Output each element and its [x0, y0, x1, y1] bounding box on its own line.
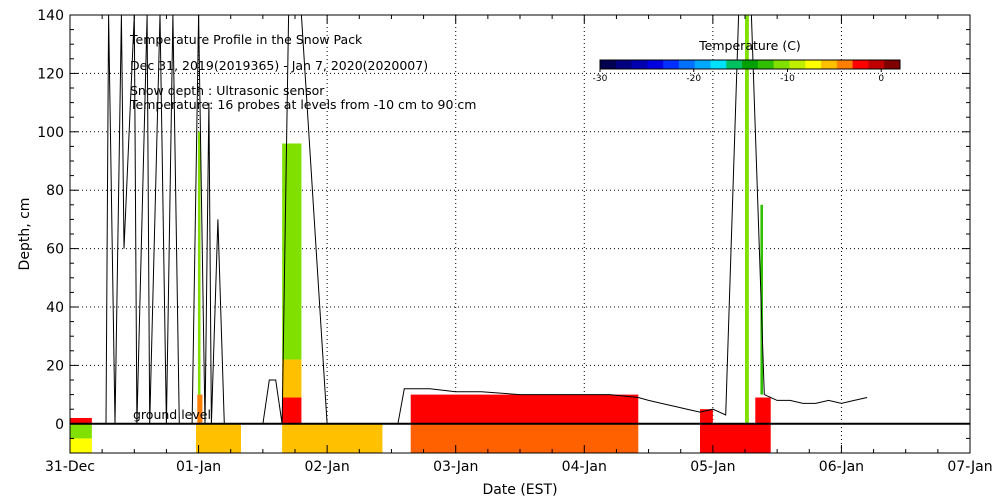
temperature-cell: [755, 397, 771, 424]
temperature-cell: [70, 423, 92, 439]
y-tick-label: 60: [46, 242, 64, 258]
temperature-cell: [700, 423, 771, 453]
colorbar-segment: [789, 60, 806, 69]
colorbar-segment: [836, 60, 854, 69]
y-tick-label: 80: [46, 183, 64, 199]
x-tick-label: 02-Jan: [305, 459, 350, 475]
temperature-cell: [282, 143, 302, 360]
colorbar-segment: [726, 60, 743, 69]
colorbar-segment: [821, 60, 838, 69]
annotation-temperature: Temperature: 16 probes at levels from -1…: [129, 97, 476, 112]
colorbar-tick-label: -20: [686, 74, 701, 84]
colorbar-tick-label: -30: [593, 74, 608, 84]
colorbar-tick-label: -10: [780, 74, 795, 84]
colorbar-segment: [884, 60, 901, 69]
colorbar-title: Temperature (C): [698, 38, 801, 53]
temperature-cell: [70, 438, 92, 453]
ground-level-label: ground level: [133, 407, 211, 422]
temperature-cell: [282, 397, 302, 424]
colorbar-segment: [773, 60, 790, 69]
temperature-cell: [700, 409, 713, 424]
colorbar-segment: [694, 60, 712, 69]
temperature-cell: [196, 423, 241, 453]
y-axis-label: Depth, cm: [17, 198, 33, 271]
x-tick-label: 04-Jan: [562, 459, 607, 475]
colorbar-segment: [868, 60, 885, 69]
colorbar-segment: [742, 60, 759, 69]
colorbar-segment: [805, 60, 822, 69]
temperature-cell: [197, 131, 201, 395]
colorbar-segment: [631, 60, 648, 69]
annotation-snow-depth: Snow depth : Ultrasonic sensor: [130, 83, 325, 98]
colorbar-segment: [852, 60, 869, 69]
colorbar-tick-label: 0: [878, 74, 884, 84]
temperature-cell: [410, 394, 639, 424]
x-tick-label: 07-Jan: [947, 459, 992, 475]
x-tick-label: 05-Jan: [690, 459, 735, 475]
x-tick-label: 31-Dec: [45, 459, 95, 475]
colorbar-frame: [599, 59, 901, 70]
colorbar-segment: [663, 60, 680, 69]
temperature-blocks: [70, 15, 771, 453]
chart-title: Temperature Profile in the Snow Pack: [129, 32, 363, 47]
temperature-cell: [197, 394, 203, 424]
chart-subtitle: Dec 31, 2019(2019365) - Jan 7, 2020(2020…: [130, 58, 428, 73]
y-tick-label: 20: [46, 358, 64, 374]
y-tick-label: 100: [37, 125, 64, 141]
snow-depth-series: [70, 14, 868, 425]
colorbar: -30 -20 -10 0: [593, 59, 901, 84]
x-tick-label: 01-Jan: [176, 459, 221, 475]
axis-ticks: 31-Dec 01-Jan 02-Jan 03-Jan 04-Jan 05-Jan 06-J…: [37, 8, 992, 475]
temperature-cell: [760, 204, 763, 395]
colorbar-segment: [678, 60, 696, 69]
colorbar-segment: [757, 60, 775, 69]
temperature-cell: [745, 15, 749, 424]
temperature-cell: [70, 417, 92, 424]
y-tick-label: 120: [37, 66, 64, 82]
y-tick-label: 0: [55, 417, 64, 433]
x-tick-label: 03-Jan: [433, 459, 478, 475]
colorbar-segment: [615, 60, 633, 69]
y-tick-label: 40: [46, 300, 64, 316]
temperature-cell: [282, 423, 383, 453]
colorbar-segment: [600, 60, 617, 69]
colorbar-segment: [647, 60, 664, 69]
temperature-cell: [410, 423, 639, 453]
snow-depth-line: [70, 14, 868, 425]
colorbar-segment: [710, 60, 727, 69]
y-tick-label: 140: [37, 8, 64, 24]
temperature-cell: [282, 359, 302, 398]
x-tick-label: 06-Jan: [819, 459, 864, 475]
x-axis-label: Date (EST): [482, 482, 557, 498]
